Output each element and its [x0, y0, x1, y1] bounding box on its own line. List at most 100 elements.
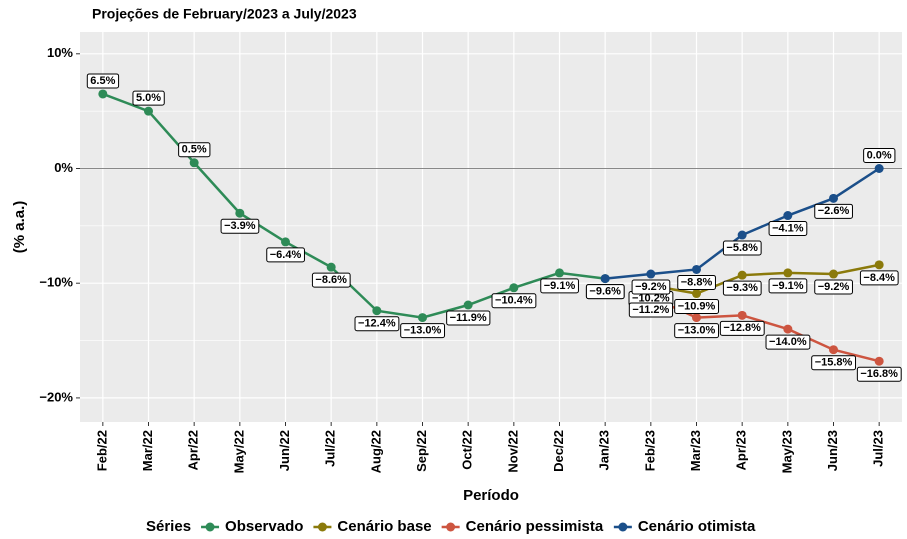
legend-key-point: [205, 522, 215, 532]
data-label: −9.2%: [814, 279, 853, 295]
data-label: 5.0%: [132, 90, 165, 106]
legend-label: Observado: [225, 518, 303, 535]
point: [829, 269, 838, 279]
data-label-box: [178, 142, 211, 158]
data-label-text: −12.4%: [358, 318, 396, 330]
legend-key-point: [317, 522, 327, 532]
x-tick-label: May/22: [231, 430, 246, 473]
data-label-text: −8.8%: [681, 276, 713, 288]
point: [463, 300, 473, 310]
data-label-text: 0.5%: [182, 144, 207, 156]
data-label: −11.9%: [446, 310, 491, 326]
data-label: −3.9%: [220, 218, 260, 234]
point: [144, 106, 153, 116]
point: [235, 208, 245, 218]
data-label: −8.6%: [311, 272, 351, 288]
point: [692, 313, 701, 323]
data-label: −9.3%: [722, 280, 762, 296]
data-label-box: [814, 279, 853, 295]
data-label: −2.6%: [814, 203, 853, 219]
data-label-box: [446, 310, 491, 326]
x-tick-label: Jul/23: [871, 430, 886, 467]
y-tick-label: −10%: [39, 275, 73, 290]
data-label: 0.0%: [863, 148, 896, 163]
point: [829, 345, 838, 355]
x-tick-label: Apr/22: [186, 430, 201, 470]
x-tick-label: Jan/23: [597, 430, 612, 470]
data-label: −10.4%: [491, 293, 537, 309]
data-label-text: −13.0%: [404, 325, 442, 337]
data-label-box: [674, 299, 720, 315]
data-label: −12.4%: [354, 316, 400, 332]
point: [692, 264, 701, 274]
data-label-text: −9.1%: [772, 280, 804, 292]
data-label-text: 0.0%: [867, 149, 892, 161]
chart-title: Projeções de February/2023 a July/2023: [92, 6, 357, 22]
data-label: −4.1%: [768, 221, 808, 237]
data-label-text: −11.9%: [450, 312, 487, 324]
data-label-box: [722, 280, 762, 296]
data-label-text: −16.8%: [860, 368, 898, 380]
point: [783, 324, 793, 334]
x-tick-label: Jun/22: [277, 430, 292, 471]
data-label-text: −5.8%: [726, 242, 758, 254]
data-label: 0.5%: [178, 142, 211, 158]
x-tick-label: Oct/22: [460, 430, 475, 470]
data-label-box: [677, 274, 716, 290]
point: [281, 237, 290, 247]
legend-label: Cenário otimista: [638, 518, 756, 535]
data-label-text: −14.0%: [769, 336, 807, 348]
data-label-text: −15.8%: [815, 357, 853, 369]
data-label-text: −9.3%: [726, 282, 758, 294]
data-label-box: [354, 316, 400, 332]
legend-key-point: [618, 522, 628, 532]
data-label-box: [856, 366, 902, 382]
point: [737, 270, 747, 280]
data-label-text: −9.6%: [589, 286, 621, 298]
x-axis-title: Período: [463, 487, 519, 504]
data-label: −14.0%: [765, 334, 811, 350]
point: [98, 89, 108, 99]
x-tick-label: May/23: [779, 430, 794, 473]
x-tick-label: Feb/22: [94, 430, 109, 471]
x-tick-label: Jul/22: [323, 430, 338, 467]
data-label-text: −2.6%: [818, 205, 850, 217]
legend-title: Séries: [146, 518, 191, 535]
data-label: −12.8%: [719, 320, 765, 336]
data-label-text: −9.2%: [635, 281, 667, 293]
data-label-text: −11.2%: [632, 304, 669, 316]
data-label: −15.8%: [811, 355, 857, 371]
data-label-text: −3.9%: [224, 220, 256, 232]
legend-key-point: [446, 522, 456, 532]
point: [326, 262, 336, 272]
data-label-box: [585, 284, 625, 300]
data-label: −16.8%: [856, 366, 902, 382]
x-tick-label: Mar/23: [688, 430, 703, 471]
data-label-text: −9.1%: [544, 280, 576, 292]
data-label: −13.0%: [674, 323, 720, 339]
point: [372, 306, 382, 316]
point: [783, 268, 793, 278]
data-label: −9.1%: [768, 278, 808, 294]
data-label: −11.2%: [628, 302, 674, 318]
data-label-box: [722, 240, 762, 256]
point: [600, 274, 610, 284]
point: [189, 158, 199, 168]
data-label-box: [814, 203, 853, 219]
data-label-text: −10.2%: [632, 292, 670, 304]
data-label: −9.6%: [585, 284, 625, 300]
data-label: −8.8%: [677, 274, 716, 290]
data-label: 6.5%: [86, 73, 120, 89]
data-label-text: 6.5%: [90, 75, 115, 87]
data-label-text: −6.4%: [270, 249, 302, 261]
point: [646, 269, 656, 279]
data-label: −9.1%: [540, 278, 579, 294]
data-label: −10.9%: [674, 299, 720, 315]
data-label-box: [266, 247, 305, 263]
data-label-box: [86, 73, 120, 89]
data-label-box: [863, 148, 896, 163]
x-tick-label: Jun/23: [825, 430, 840, 471]
point: [692, 289, 701, 299]
data-label-text: −9.2%: [818, 281, 850, 293]
data-label: −6.4%: [266, 247, 305, 263]
